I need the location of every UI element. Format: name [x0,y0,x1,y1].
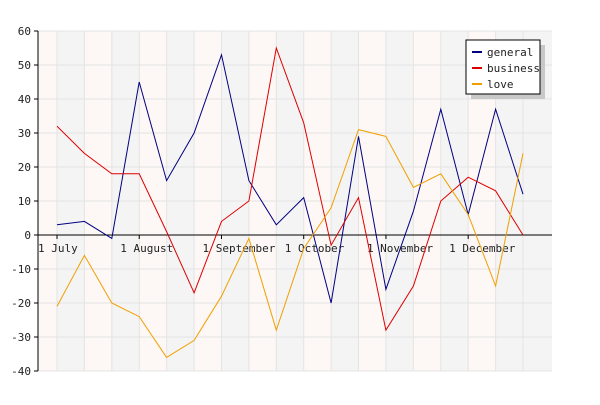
axes [34,30,552,372]
legend-label-love: love [487,78,514,91]
x-tick-label: 1 July [38,242,78,255]
y-tick-label: 40 [18,93,31,106]
y-tick-labels: -40 -30 -20 -10 0 10 20 30 40 50 60 [11,25,31,378]
x-tick-label: 1 October [285,242,345,255]
series-lines [56,46,524,359]
legend-label-business: business [487,62,540,75]
y-tick-label: 50 [18,59,31,72]
y-tick-label: -10 [11,263,31,276]
legend-label-general: general [487,46,533,59]
y-tick-label: -20 [11,297,31,310]
series-line-general [56,52,524,304]
y-tick-label: -30 [11,331,31,344]
y-tick-label: 60 [18,25,31,38]
legend: general business love [465,39,545,99]
series-line-business [56,46,524,332]
x-tick-label: 1 December [449,242,516,255]
x-tick-label: 1 August [120,242,173,255]
y-tick-label: 0 [24,229,31,242]
y-tick-label: 30 [18,127,31,140]
y-tick-label: -40 [11,365,31,378]
series-line-love [56,129,524,359]
y-tick-label: 10 [18,195,31,208]
x-tick-label: 1 September [202,242,275,255]
y-tick-label: 20 [18,161,31,174]
